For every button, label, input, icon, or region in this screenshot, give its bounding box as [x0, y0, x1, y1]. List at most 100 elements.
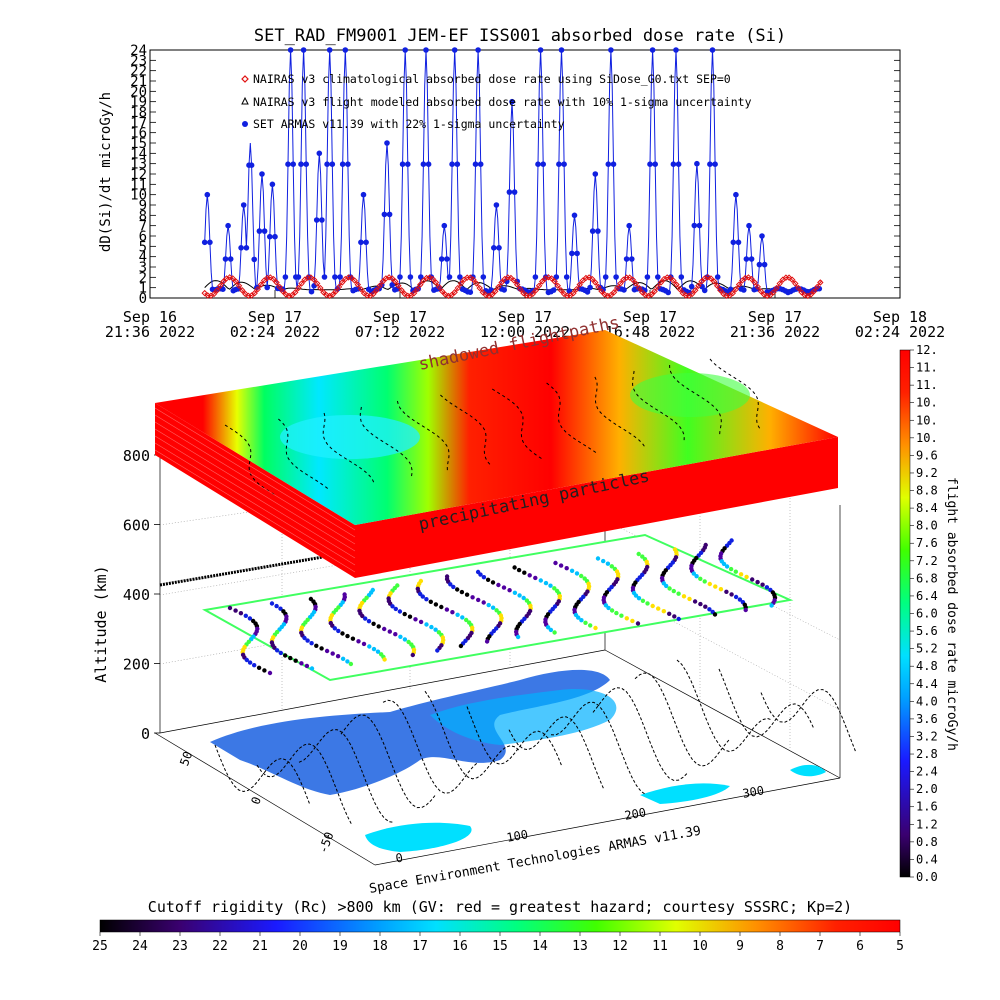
dose-colorbar-tick-label: 10. — [916, 413, 938, 427]
armas-point — [319, 217, 325, 223]
flight-dose-dot — [552, 630, 557, 635]
flight-dose-dot — [744, 574, 749, 580]
nairas-clim-point — [260, 277, 268, 284]
armas-point — [759, 233, 765, 239]
flight-dose-dot — [375, 649, 381, 654]
dose-colorbar-tick-label: 8.8 — [916, 484, 938, 498]
nairas-clim-point — [338, 279, 346, 286]
nairas-clim-point — [279, 288, 287, 295]
nairas-clim-point — [398, 287, 405, 294]
flight-dose-dot — [486, 602, 491, 608]
nairas-clim-point — [613, 284, 621, 292]
flight-dose-dot — [548, 627, 554, 633]
armas-point — [511, 189, 518, 195]
flight-dose-dot — [444, 607, 450, 612]
nairas-clim-point — [638, 289, 646, 296]
y-tick-label: 9 — [139, 198, 147, 214]
armas-point — [267, 233, 273, 240]
flight-dose-dot — [455, 587, 460, 592]
armas-point — [418, 274, 424, 280]
armas-point — [642, 287, 648, 294]
flight-dose-dot — [348, 661, 354, 667]
armas-point — [569, 250, 575, 257]
flight-dose-dot — [728, 566, 734, 572]
altitude-tick-label: 800 — [123, 447, 150, 465]
armas-point — [272, 233, 278, 240]
nairas-clim-point — [676, 285, 683, 293]
ground-track — [298, 729, 395, 823]
flight-dose-dot — [433, 602, 439, 607]
armas-point — [384, 140, 390, 146]
armas-point — [743, 256, 750, 262]
slab-edge-line — [154, 407, 356, 531]
slab-track — [224, 424, 276, 496]
flight-dose-dot — [450, 610, 455, 615]
flight-dose-dot — [335, 654, 341, 659]
flight-dose-dot — [545, 625, 551, 630]
flight-dose-dot — [692, 599, 698, 604]
nairas-clim-point — [704, 274, 712, 281]
armas-point — [610, 161, 617, 167]
armas-point — [532, 274, 539, 280]
nairas-clim-point — [229, 275, 237, 282]
armas-point — [222, 256, 229, 262]
nairas-clim-point — [313, 280, 321, 287]
nairas-clim-point — [451, 289, 458, 296]
nairas-clim-point — [298, 280, 305, 287]
nairas-clim-point — [270, 275, 277, 283]
nairas-clim-point — [432, 279, 440, 286]
nairas-clim-point — [801, 291, 808, 299]
flight-dose-dot — [387, 629, 392, 634]
y-tick-label: 24 — [130, 43, 147, 59]
dose-colorbar-tick-label: 8.4 — [916, 501, 938, 515]
nairas-clim-point — [376, 282, 383, 289]
flight-dose-dot — [243, 613, 248, 618]
nairas-clim-point — [479, 289, 487, 296]
nairas-clim-point — [473, 280, 480, 287]
nairas-clim-point — [576, 281, 583, 288]
nairas-clim-point — [667, 274, 674, 282]
dose-colorbar-tick-label: 11. — [916, 361, 938, 375]
armas-point — [204, 191, 211, 198]
flight-dose-dot — [305, 638, 310, 643]
dose-colorbar-tick-label: 10. — [916, 431, 938, 445]
y-tick-label: 19 — [130, 95, 147, 111]
altitude-tick-label: 400 — [123, 586, 150, 604]
armas-point — [652, 161, 658, 167]
flight-dose-dot — [398, 634, 403, 639]
flight-dose-dot — [595, 556, 601, 561]
nairas-clim-point — [688, 290, 696, 298]
flight-dose-dot — [252, 663, 257, 668]
y-tick-label: 6 — [139, 229, 147, 245]
dose-colorbar-tick-label: 5.2 — [916, 642, 938, 656]
armas-point — [816, 285, 823, 292]
flight-dose-dot — [733, 594, 739, 600]
armas-point — [566, 288, 573, 294]
flight-dose-dot — [743, 607, 748, 613]
flight-dose-dot — [382, 657, 387, 662]
nairas-clim-point — [598, 288, 605, 295]
flight-dose-dot — [564, 566, 569, 571]
y-tick-label: 3 — [139, 260, 147, 276]
slab-track — [440, 394, 491, 466]
armas-point — [707, 161, 713, 167]
armas-point — [311, 283, 317, 289]
flight-dose-dot — [553, 560, 558, 566]
flight-dose-dot — [769, 603, 774, 608]
nairas-clim-point — [738, 277, 746, 284]
armas-point — [673, 47, 679, 53]
flight-dose-dot — [366, 619, 372, 624]
armas-point — [629, 256, 635, 262]
x-tick-label-date: Sep 17 — [373, 308, 427, 326]
flight-dose-dot — [512, 590, 518, 595]
flight-dose-dot — [645, 601, 650, 606]
slab-edge-line — [154, 449, 356, 573]
nairas-clim-point — [610, 289, 618, 296]
nairas-clim-point — [304, 274, 312, 281]
nairas-clim-point — [510, 277, 518, 284]
armas-point — [678, 274, 685, 280]
flight-dose-dot — [393, 632, 398, 637]
nairas-clim-point — [492, 288, 499, 295]
flight-dose-dot — [402, 637, 408, 642]
nairas-clim-point — [457, 280, 465, 287]
